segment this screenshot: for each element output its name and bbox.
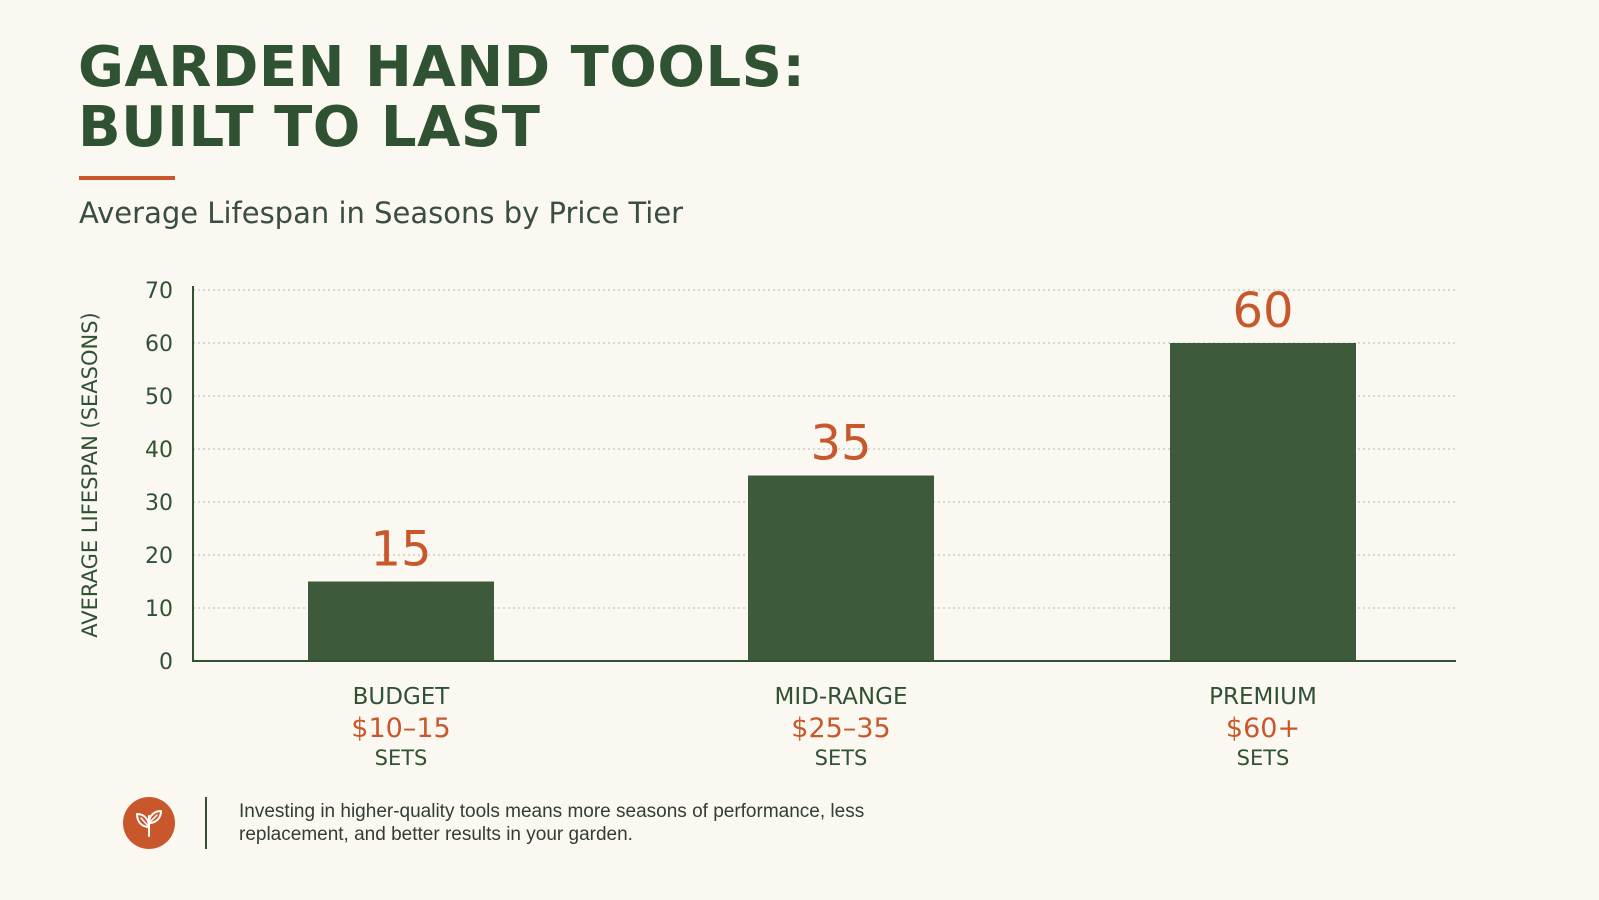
value-label: 60	[1232, 283, 1293, 339]
y-tick-label: 10	[145, 597, 173, 622]
category-unit: SETS	[375, 746, 428, 770]
y-axis-ticks: 0 10 20 30 40 50 60 70	[145, 279, 173, 675]
value-label: 15	[370, 522, 431, 578]
page-title: GARDEN HAND TOOLS: BUILT TO LAST	[78, 38, 805, 158]
bars	[308, 343, 1356, 661]
y-tick-label: 20	[145, 544, 173, 569]
title-line-1: GARDEN HAND TOOLS:	[78, 35, 806, 100]
category-price: $25–35	[791, 713, 890, 744]
bar	[308, 581, 494, 661]
category-unit: SETS	[1237, 746, 1290, 770]
y-tick-label: 0	[159, 650, 173, 675]
footer-note: Investing in higher-quality tools means …	[239, 801, 865, 845]
category-labels: BUDGET$10–15SETSMID-RANGE$25–35SETSPREMI…	[351, 684, 1317, 770]
category-label: MID-RANGE	[775, 684, 908, 710]
y-tick-label: 70	[145, 279, 173, 304]
footer-divider	[205, 797, 207, 849]
category-unit: SETS	[815, 746, 868, 770]
accent-rule	[79, 176, 175, 180]
y-tick-label: 40	[145, 438, 173, 463]
y-tick-label: 60	[145, 332, 173, 357]
category-label: BUDGET	[353, 684, 451, 710]
value-labels: 15 35 60	[370, 283, 1293, 578]
y-axis-title: AVERAGE LIFESPAN (SEASONS)	[78, 312, 102, 638]
footer-note-block: Investing in higher-quality tools means …	[123, 797, 879, 849]
leaf-icon	[123, 797, 175, 849]
bar	[748, 475, 934, 661]
bar	[1170, 343, 1356, 661]
y-tick-label: 30	[145, 491, 173, 516]
title-line-2: BUILT TO LAST	[78, 95, 541, 160]
value-label: 35	[810, 416, 871, 472]
y-tick-label: 50	[145, 385, 173, 410]
category-price: $60+	[1226, 713, 1300, 744]
category-label: PREMIUM	[1209, 684, 1317, 710]
chart-subtitle: Average Lifespan in Seasons by Price Tie…	[79, 196, 684, 230]
category-price: $10–15	[351, 713, 450, 744]
